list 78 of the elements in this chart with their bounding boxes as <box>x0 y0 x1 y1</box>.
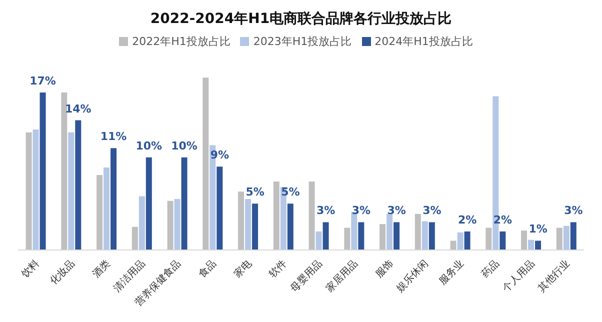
bar <box>61 92 68 250</box>
x-tick-label: 娱乐休闲 <box>394 258 431 294</box>
bar <box>68 132 74 250</box>
bar <box>500 231 506 250</box>
data-label: 2% <box>458 213 477 226</box>
bar <box>146 157 152 250</box>
x-tick-label: 母婴用品 <box>288 258 325 294</box>
data-label: 3% <box>352 204 370 218</box>
x-tick-label: 化妆品 <box>47 258 78 288</box>
bar <box>457 232 464 250</box>
bar <box>316 231 322 250</box>
data-label: 9% <box>210 148 229 162</box>
bar <box>132 226 138 250</box>
x-tick-label: 食品 <box>196 258 219 280</box>
bar <box>181 157 188 250</box>
bar <box>422 221 428 250</box>
bar <box>428 222 435 250</box>
bar <box>556 228 562 250</box>
bar <box>40 92 46 250</box>
bar <box>216 166 223 250</box>
bar <box>322 222 329 250</box>
bar <box>386 214 393 250</box>
x-tick-label: 饮料 <box>18 258 42 281</box>
legend-label: 2024年H1投放占比 <box>374 35 473 48</box>
bar <box>238 192 244 250</box>
bar <box>110 148 117 250</box>
data-label: 2% <box>493 213 512 226</box>
data-label: 11% <box>100 130 127 144</box>
bar <box>464 231 470 250</box>
bar <box>202 78 209 250</box>
bar <box>394 222 400 250</box>
data-label: 10% <box>136 139 162 152</box>
data-label: 3% <box>564 204 583 218</box>
bar <box>26 132 32 250</box>
bar <box>344 228 350 250</box>
bar <box>287 204 294 250</box>
bar <box>96 174 103 250</box>
bar <box>308 181 315 250</box>
x-tick-label: 家居用品 <box>323 258 360 294</box>
chart-title: 2022-2024年H1电商联合品牌各行业投放占比 <box>149 10 453 29</box>
data-label: 14% <box>64 102 92 116</box>
data-label: 3% <box>422 204 442 218</box>
x-tick-label: 酒类 <box>90 258 113 280</box>
bar <box>570 222 576 250</box>
bar <box>252 204 258 250</box>
data-label: 3% <box>387 204 406 218</box>
bar <box>486 228 492 250</box>
data-label: 10% <box>171 139 198 152</box>
bar <box>358 222 364 250</box>
x-tick-label: 家电 <box>231 258 254 280</box>
bar <box>138 196 145 250</box>
data-label: 1% <box>528 222 548 236</box>
bar <box>535 240 542 250</box>
x-tick-label: 服饰 <box>372 258 396 280</box>
bar <box>104 168 110 250</box>
x-tick-label: 药品 <box>479 258 502 280</box>
bar <box>414 214 421 250</box>
bar <box>32 130 39 250</box>
x-tick-label: 其他行业 <box>536 258 572 294</box>
data-label: 3% <box>316 204 336 218</box>
x-tick-label: 软件 <box>266 258 290 280</box>
bar <box>167 200 174 250</box>
data-label: 5% <box>281 186 300 199</box>
bar <box>273 181 280 250</box>
x-tick-label: 服务业 <box>436 258 466 288</box>
x-tick-label: 个人用品 <box>500 258 538 294</box>
bar <box>245 199 252 250</box>
bar <box>528 240 534 250</box>
data-label: 5% <box>246 186 264 199</box>
bar <box>450 240 456 250</box>
bar <box>521 230 528 250</box>
bar <box>174 199 180 250</box>
data-label: 17% <box>30 74 56 88</box>
bar <box>75 120 82 250</box>
bar <box>380 224 386 250</box>
bar <box>563 226 570 250</box>
legend-label: 2022年H1投放占比 <box>132 35 230 48</box>
legend-label: 2023年H1投放占比 <box>253 35 352 48</box>
